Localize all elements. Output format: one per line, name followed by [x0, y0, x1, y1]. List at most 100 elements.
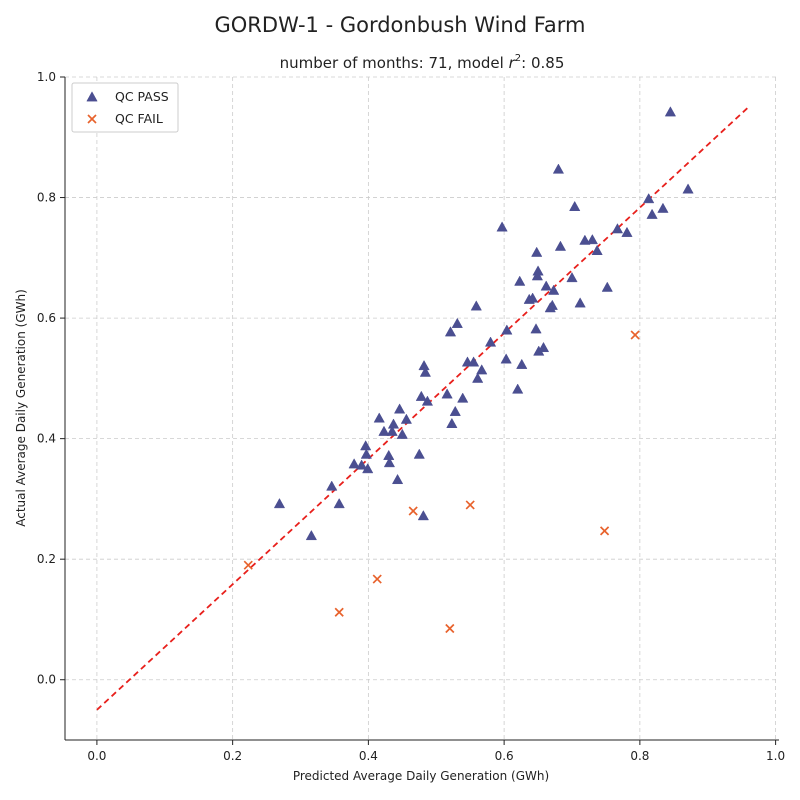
- qc-pass-point: [569, 200, 581, 211]
- qc-pass-point: [591, 244, 603, 255]
- qc-pass-point: [273, 498, 286, 509]
- qc-pass-point: [552, 163, 565, 174]
- qc-pass-point: [418, 359, 430, 371]
- qc-pass-point: [387, 418, 400, 429]
- qc-fail-point: [465, 500, 475, 510]
- qc-pass-point: [682, 183, 694, 194]
- chart-title: GORDW-1 - Gordonbush Wind Farm: [215, 13, 586, 37]
- qc-pass-point: [566, 271, 578, 283]
- qc-pass-point: [546, 299, 558, 310]
- x-marker-stroke: [334, 607, 344, 617]
- qc-pass-point: [476, 364, 488, 375]
- qc-pass-point: [373, 412, 385, 423]
- x-marker-stroke: [599, 526, 610, 536]
- subtitle-exp: 2: [515, 53, 521, 64]
- x-tick-label: 0.8: [630, 749, 649, 763]
- qc-pass-point: [586, 234, 598, 245]
- qc-pass-point: [527, 292, 539, 303]
- x-tick-label: 0.0: [87, 749, 106, 763]
- qc-pass-point: [554, 240, 567, 251]
- qc-pass-point: [500, 353, 512, 364]
- y-tick-label: 0.4: [37, 432, 56, 446]
- grid: [65, 76, 779, 740]
- chart-subtitle: number of months: 71, model r2: 0.85: [280, 53, 565, 72]
- qc-pass-point: [326, 480, 338, 491]
- subtitle-suffix: : 0.85: [521, 54, 564, 72]
- qc-fail-point: [599, 526, 610, 536]
- qc-pass-point: [657, 202, 669, 213]
- qc-pass-point: [643, 193, 655, 204]
- qc-pass-point: [383, 457, 396, 468]
- qc-pass-point: [386, 425, 398, 436]
- x-marker-stroke: [243, 560, 253, 570]
- qc-pass-point: [413, 448, 425, 459]
- x-marker-stroke: [630, 330, 640, 340]
- y-axis-label: Actual Average Daily Generation (GWh): [14, 289, 28, 527]
- legend-box: [71, 82, 179, 133]
- qc-pass-point: [355, 459, 368, 470]
- legend-fail-label: QC FAIL: [115, 111, 163, 126]
- qc-fail-point: [243, 560, 253, 570]
- qc-pass-point: [451, 317, 463, 328]
- fit-line: [96, 106, 750, 711]
- y-tick-label: 0.8: [37, 191, 56, 205]
- qc-pass-point: [378, 425, 390, 436]
- qc-pass-point: [530, 323, 542, 334]
- x-marker-stroke: [445, 623, 455, 634]
- qc-pass-point: [360, 440, 372, 451]
- qc-pass-point: [415, 390, 427, 401]
- y-tick-label: 1.0: [37, 70, 56, 84]
- qc-pass-point: [441, 388, 453, 399]
- legend-pass-label: QC PASS: [115, 89, 169, 104]
- qc-pass-point: [514, 275, 526, 286]
- qc-pass-point: [611, 223, 624, 234]
- qc-pass-point: [646, 208, 658, 219]
- x-axis-label: Predicted Average Daily Generation (GWh): [293, 769, 549, 783]
- x-tick-label: 0.4: [359, 749, 378, 763]
- qc-pass-point: [449, 405, 461, 416]
- fit-line-group: [96, 106, 750, 711]
- x-marker-stroke: [372, 574, 382, 584]
- legend-triangle-icon: [86, 91, 98, 102]
- qc-pass-point: [540, 280, 552, 291]
- qc-pass-point: [664, 106, 677, 117]
- qc-pass-point: [333, 498, 345, 509]
- y-ticks: 0.0 0.2 0.4 0.6 0.8 1.0: [37, 70, 65, 687]
- legend-x-icon: [87, 114, 97, 124]
- qc-pass-point: [531, 246, 543, 257]
- qc-pass-point: [516, 358, 528, 369]
- qc-pass-point: [470, 300, 482, 311]
- qc-pass-point: [391, 473, 404, 485]
- qc-pass-point: [574, 297, 586, 308]
- y-tick-label: 0.2: [37, 552, 56, 566]
- legend: QC PASS QC FAIL: [71, 82, 179, 133]
- qc-pass-point: [400, 413, 413, 424]
- qc-fail-point: [445, 623, 455, 634]
- qc-pass-point: [421, 395, 434, 406]
- qc-pass-point: [621, 226, 633, 237]
- points: [243, 106, 694, 634]
- qc-pass-point: [531, 270, 544, 281]
- qc-pass-point: [496, 221, 508, 232]
- x-tick-label: 1.0: [766, 749, 785, 763]
- x-tick-label: 0.6: [495, 749, 514, 763]
- qc-pass-point: [444, 326, 457, 337]
- qc-fail-point: [408, 506, 418, 516]
- qc-pass-point: [417, 510, 429, 521]
- y-tick-label: 0.6: [37, 311, 56, 325]
- x-marker-stroke: [465, 500, 475, 510]
- qc-pass-point: [484, 336, 497, 347]
- qc-fail-point: [630, 330, 640, 340]
- qc-pass-point: [472, 372, 484, 383]
- qc-pass-point: [360, 448, 372, 459]
- axes: [64, 77, 779, 741]
- qc-pass-point: [396, 428, 408, 439]
- qc-fail-point: [372, 574, 382, 584]
- subtitle-prefix: number of months: 71, model: [280, 54, 509, 72]
- subtitle-r: r: [509, 54, 516, 72]
- qc-pass-point: [467, 356, 480, 367]
- qc-pass-point: [446, 417, 458, 428]
- x-marker-stroke: [408, 506, 418, 516]
- qc-pass-point: [457, 392, 469, 403]
